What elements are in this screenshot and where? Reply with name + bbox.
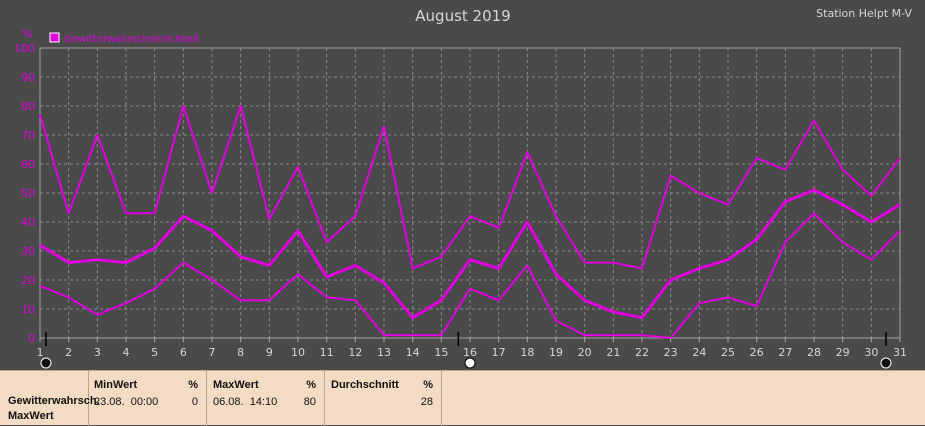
x-tick-label: 5 — [151, 346, 158, 359]
series-line-2 — [39, 188, 901, 320]
durchschnitt-value: 28 — [420, 396, 433, 408]
x-tick-label: 24 — [692, 346, 706, 359]
row-label-1: Gewitterwahrsch. — [8, 395, 100, 407]
y-tick-label: 70 — [21, 129, 35, 142]
durchschnitt-unit: % — [423, 379, 433, 391]
y-tick-label: 10 — [21, 303, 35, 316]
range-handle[interactable] — [880, 357, 892, 369]
y-tick-label: 30 — [21, 245, 35, 258]
summary-footer: Gewitterwahrsch. MaxWert MinWert % 23.08… — [0, 370, 925, 426]
x-tick-label: 10 — [291, 346, 305, 359]
x-tick-label: 2 — [65, 346, 72, 359]
x-tick-label: 11 — [320, 346, 334, 359]
range-handle[interactable] — [464, 357, 476, 369]
maxwert-column: MaxWert % 06.08. 14:10 80 — [207, 371, 325, 426]
x-tick-label: 15 — [434, 346, 448, 359]
x-tick-label: 27 — [778, 346, 792, 359]
minwert-column: MinWert % 23.08. 00:00 0 — [89, 371, 207, 426]
chart-title: August 2019 — [415, 7, 510, 25]
x-tick-label: 18 — [520, 346, 534, 359]
x-tick-label: 17 — [492, 346, 506, 359]
durchschnitt-column: Durchschnitt % 28 — [325, 371, 442, 426]
x-tick-label: 3 — [94, 346, 101, 359]
y-tick-label: 80 — [21, 100, 35, 113]
y-tick-label: 90 — [21, 71, 35, 84]
x-tick-label: 19 — [549, 346, 563, 359]
x-tick-label: 22 — [635, 346, 649, 359]
y-tick-label: 50 — [21, 187, 35, 200]
x-tick-label: 28 — [807, 346, 821, 359]
x-tick-label: 9 — [266, 346, 273, 359]
x-tick-label: 8 — [237, 346, 244, 359]
x-tick-label: 29 — [836, 346, 850, 359]
x-tick-label: 16 — [463, 346, 477, 359]
y-tick-label: 0 — [28, 332, 35, 345]
minwert-header: MinWert — [94, 379, 138, 391]
maxwert-value: 80 — [303, 396, 316, 408]
y-unit-label: % — [22, 27, 32, 40]
legend-label: Gewitterwahrscheinlichkeit — [64, 34, 200, 45]
x-tick-label: 20 — [578, 346, 592, 359]
x-tick-label: 30 — [864, 346, 878, 359]
y-tick-label: 20 — [21, 274, 35, 287]
x-tick-label: 23 — [664, 346, 678, 359]
x-tick-label: 12 — [348, 346, 362, 359]
x-tick-label: 31 — [893, 346, 907, 359]
x-tick-label: 13 — [377, 346, 391, 359]
x-tick-label: 25 — [721, 346, 735, 359]
row-label-2: MaxWert — [8, 410, 54, 422]
chart: August 2019 Station Helpt M-V % Gewitter… — [14, 7, 912, 369]
series-line-3 — [39, 212, 901, 339]
maxwert-unit: % — [306, 379, 316, 391]
y-tick-label: 40 — [21, 216, 35, 229]
x-tick-label: 26 — [750, 346, 764, 359]
row-label-column: Gewitterwahrsch. MaxWert — [0, 371, 100, 426]
y-tick-label: 60 — [21, 158, 35, 171]
range-handle[interactable] — [40, 357, 52, 369]
x-tick-label: 14 — [406, 346, 420, 359]
durchschnitt-header: Durchschnitt — [331, 379, 399, 391]
x-tick-label: 6 — [180, 346, 187, 359]
x-tick-label: 4 — [123, 346, 130, 359]
y-tick-label: 100 — [14, 42, 35, 55]
legend-swatch — [49, 32, 60, 43]
minwert-value: 0 — [191, 396, 198, 408]
x-tick-label: 7 — [209, 346, 216, 359]
x-tick-label: 1 — [37, 346, 44, 359]
minwert-time: 23.08. 00:00 — [94, 396, 159, 408]
maxwert-header: MaxWert — [213, 379, 259, 391]
maxwert-time: 06.08. 14:10 — [213, 396, 278, 408]
series-line-1 — [39, 105, 901, 270]
station-label: Station Helpt M-V — [816, 7, 912, 20]
x-tick-label: 21 — [606, 346, 620, 359]
minwert-unit: % — [188, 379, 198, 391]
